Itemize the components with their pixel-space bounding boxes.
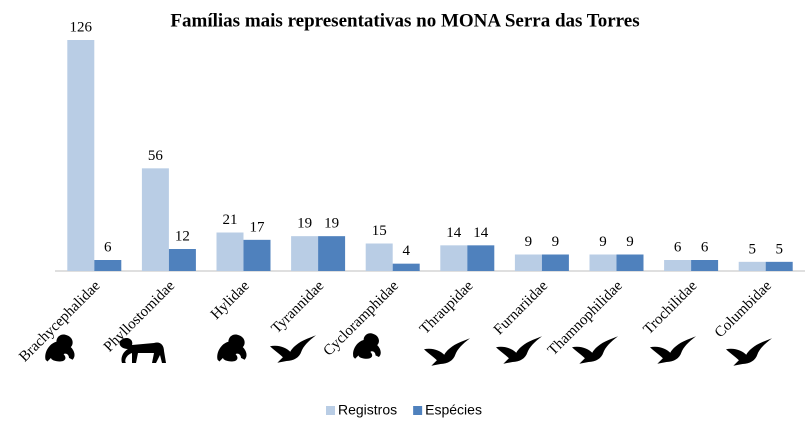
- bar: [365, 243, 393, 271]
- data-label: 126: [70, 19, 93, 35]
- legend-swatch: [413, 406, 423, 415]
- data-label: 6: [674, 239, 682, 255]
- bar: [664, 260, 692, 271]
- bar: [440, 245, 468, 271]
- bar: [318, 236, 346, 271]
- bar: [691, 260, 719, 271]
- chart-title: Famílias mais representativas no MONA Se…: [170, 10, 639, 31]
- bar: [514, 254, 542, 271]
- x-tick-label: Trochilidae: [641, 278, 701, 338]
- data-label: 14: [446, 225, 462, 241]
- bar: [616, 254, 644, 271]
- data-label: 9: [599, 234, 607, 250]
- bar: [243, 239, 271, 271]
- bar: [765, 261, 793, 271]
- data-label: 19: [324, 216, 339, 232]
- bar: [216, 232, 244, 271]
- data-label: 9: [626, 234, 634, 250]
- x-tick-label: Thamnophilidae: [545, 278, 626, 359]
- bar: [67, 40, 95, 271]
- data-label: 5: [775, 241, 783, 257]
- data-label: 6: [104, 239, 112, 255]
- data-label: 15: [372, 223, 387, 239]
- bar: [467, 245, 495, 271]
- data-label: 21: [223, 212, 238, 228]
- bar: [94, 260, 122, 271]
- data-label: 9: [525, 234, 533, 250]
- data-label: 5: [748, 241, 756, 257]
- legend-label: Registros: [338, 402, 397, 418]
- bar: [541, 254, 569, 271]
- icons: [45, 333, 772, 366]
- bar: [168, 249, 196, 271]
- data-label: 12: [175, 228, 190, 244]
- bar: [392, 263, 420, 271]
- bar: [589, 254, 617, 271]
- data-label: 9: [552, 234, 560, 250]
- bar: [291, 236, 319, 271]
- x-tick-label: Phyllostomidae: [101, 278, 179, 356]
- x-tick-label: Hylidae: [208, 278, 253, 323]
- data-label: 14: [473, 225, 489, 241]
- data-label: 17: [250, 219, 266, 235]
- x-tick-label: Furnariidae: [491, 278, 551, 338]
- x-tick-label: Tyrannidae: [268, 278, 327, 337]
- legend-swatch: [326, 406, 335, 415]
- legend-label: Espécies: [425, 402, 482, 418]
- data-label: 56: [148, 148, 164, 164]
- data-label: 19: [297, 216, 312, 232]
- bar: [141, 168, 169, 271]
- x-tick-label: Columbidae: [712, 278, 775, 341]
- x-tick-label: Thraupidae: [417, 278, 477, 338]
- data-label: 4: [402, 243, 410, 259]
- bar: [738, 261, 766, 271]
- data-label: 6: [701, 239, 709, 255]
